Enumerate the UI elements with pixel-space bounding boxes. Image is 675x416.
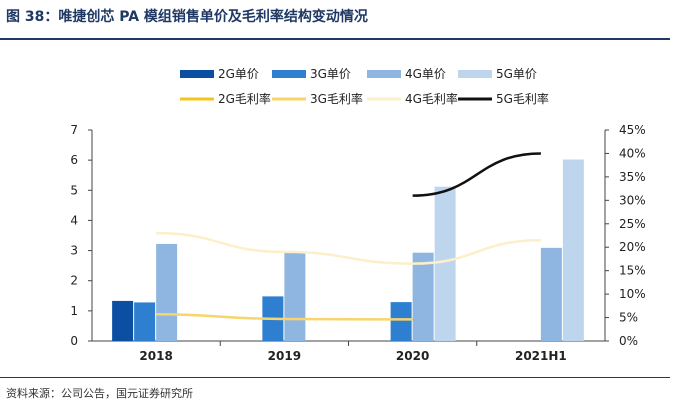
- y-left-tick-label: 3: [70, 244, 78, 258]
- line-4G毛利率: [156, 231, 541, 265]
- source-rule: [0, 377, 670, 378]
- x-tick-label: 2020: [396, 349, 429, 363]
- y-right-tick-label: 45%: [619, 123, 646, 137]
- legend-swatch-2G单价: [180, 70, 214, 78]
- source-note: 资料来源：公司公告，国元证券研究所: [6, 387, 193, 400]
- bar-4G单价-2020: [412, 252, 434, 341]
- legend-label-3G毛利率: 3G毛利率: [310, 91, 363, 106]
- x-tick-label: 2019: [268, 349, 301, 363]
- bar-3G单价-2018: [134, 302, 156, 341]
- bar-4G单价-2018: [156, 243, 178, 341]
- y-left-tick-label: 0: [70, 334, 78, 348]
- legend-swatch-3G单价: [272, 70, 306, 78]
- y-right-tick-label: 40%: [619, 146, 646, 160]
- y-left-tick-label: 7: [70, 123, 78, 137]
- y-right-tick-label: 30%: [619, 193, 646, 207]
- y-right-tick-label: 15%: [619, 264, 646, 278]
- y-left-tick-label: 6: [70, 153, 78, 167]
- y-left-tick-label: 2: [70, 274, 78, 288]
- legend-label-4G毛利率: 4G毛利率: [405, 91, 458, 106]
- y-right-tick-label: 35%: [619, 170, 646, 184]
- figure-title: 图 38：唯捷创芯 PA 模组销售单价及毛利率结构变动情况: [6, 9, 368, 25]
- legend-label-5G单价: 5G单价: [496, 67, 537, 81]
- legend-swatch-4G单价: [367, 70, 401, 78]
- legend-label-3G单价: 3G单价: [310, 67, 351, 81]
- legend-label-2G单价: 2G单价: [218, 67, 259, 81]
- bar-2G单价-2018: [112, 300, 134, 341]
- line-5G毛利率: [412, 152, 541, 197]
- x-tick-label: 2018: [139, 349, 172, 363]
- y-right-tick-label: 5%: [619, 311, 638, 325]
- y-right-tick-label: 25%: [619, 217, 646, 231]
- bar-4G单价-2021H1: [540, 247, 562, 341]
- y-right-tick-label: 10%: [619, 287, 646, 301]
- legend-swatch-5G单价: [458, 70, 492, 78]
- line-3G毛利率: [156, 313, 413, 321]
- bar-5G单价-2021H1: [562, 159, 584, 341]
- bar-4G单价-2019: [284, 252, 306, 341]
- x-tick-label: 2021H1: [515, 349, 567, 363]
- bar-5G单价-2020: [434, 186, 456, 341]
- y-right-tick-label: 0%: [619, 334, 638, 348]
- y-left-tick-label: 1: [70, 304, 78, 318]
- y-left-tick-label: 5: [70, 183, 78, 197]
- y-left-tick-label: 4: [70, 213, 78, 227]
- legend-label-4G单价: 4G单价: [405, 67, 446, 81]
- title-rule: [0, 38, 670, 40]
- y-right-tick-label: 20%: [619, 240, 646, 254]
- legend-label-2G毛利率: 2G毛利率: [218, 91, 271, 106]
- legend-label-5G毛利率: 5G毛利率: [496, 91, 549, 106]
- bar-3G单价-2020: [390, 302, 412, 341]
